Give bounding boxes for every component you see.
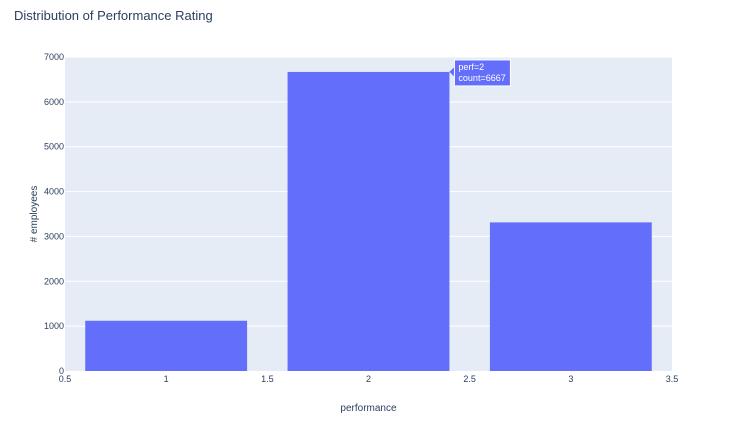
tooltip-pointer: [449, 66, 455, 77]
y-tick-label: 0: [59, 366, 64, 376]
bars[interactable]: [85, 71, 652, 371]
x-tick-label: 1: [164, 374, 169, 384]
y-tick-label: 7000: [44, 52, 64, 62]
x-tick-label: 2.5: [463, 374, 476, 384]
y-tick-label: 2000: [44, 276, 64, 286]
x-tick-label: 0.5: [59, 374, 72, 384]
x-axis-ticks: 0.5 1 1.5 2 2.5 3 3.5: [59, 374, 679, 384]
x-axis-title: performance: [340, 403, 397, 414]
tooltip-box: [453, 59, 511, 87]
y-axis-title: # employees: [29, 186, 40, 243]
chart-title: Distribution of Performance Rating: [14, 8, 213, 23]
tooltip-text: perf=2: [458, 62, 484, 72]
bar-1[interactable]: [85, 320, 248, 371]
tooltip-text: count=6667: [458, 73, 505, 83]
x-tick-label: 1.5: [261, 374, 274, 384]
bar-3[interactable]: [489, 222, 652, 371]
x-tick-label: 3.5: [666, 374, 679, 384]
x-tick-label: 3: [568, 374, 573, 384]
y-tick-label: 6000: [44, 97, 64, 107]
y-tick-label: 3000: [44, 231, 64, 241]
y-axis-ticks: 0 1000 2000 3000 4000 5000 6000 7000: [44, 52, 64, 376]
y-tick-label: 1000: [44, 321, 64, 331]
bar-2[interactable]: [287, 71, 450, 371]
x-tick-label: 2: [366, 374, 371, 384]
y-tick-label: 5000: [44, 142, 64, 152]
y-tick-label: 4000: [44, 187, 64, 197]
